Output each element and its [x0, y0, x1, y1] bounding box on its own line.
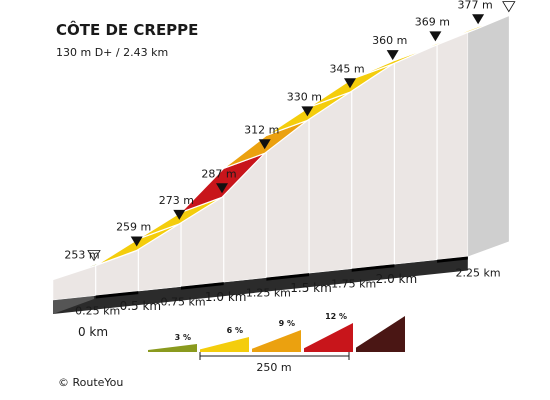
legend-swatch [252, 330, 301, 352]
distance-label: 0.75 km [160, 296, 205, 309]
elevation-marker [429, 31, 441, 41]
elevation-marker [503, 2, 515, 12]
elevation-label: 360 m [372, 34, 407, 47]
distance-label: 2.25 km [456, 267, 501, 280]
distance-label: 0.5 km [120, 299, 162, 313]
copyright-credit: © RouteYou [58, 376, 123, 389]
elevation-label: 312 m [244, 123, 279, 136]
distance-label: 1.5 km [290, 281, 332, 295]
elevation-label: 287 m [201, 167, 236, 180]
legend-label: 12 % [325, 312, 347, 321]
profile-end-wall [468, 16, 509, 257]
legend-swatch [356, 316, 405, 352]
elevation-marker [387, 50, 399, 60]
distance-label: 1.0 km [205, 290, 247, 304]
chart-title: CÔTE DE CREPPE [56, 20, 198, 39]
legend-label: 3 % [175, 333, 191, 342]
elevation-marker [472, 14, 484, 24]
elevation-label: 330 m [287, 90, 322, 103]
distance-label: 1.25 km [246, 287, 291, 300]
legend-label: 9 % [279, 319, 295, 328]
elevation-label: 345 m [329, 62, 364, 75]
gradient-legend: 3 % 6 % 9 % 12 % 250 m [148, 312, 405, 374]
elevation-label: 369 m [415, 15, 450, 28]
legend-swatch [148, 344, 197, 352]
legend-scale-label: 250 m [256, 361, 291, 374]
elevation-label: 377 m [457, 0, 492, 11]
legend-swatch [200, 337, 249, 352]
chart-subtitle: 130 m D+ / 2.43 km [56, 46, 168, 59]
profile-layer [53, 16, 509, 314]
elevation-label: 259 m [116, 221, 151, 234]
distance-label: 0 km [78, 325, 108, 339]
legend-label: 6 % [227, 326, 243, 335]
distance-label: 2.0 km [376, 272, 418, 286]
profile-front-face [53, 31, 468, 300]
elevation-label: 273 m [159, 194, 194, 207]
elevation-label: 253 m [64, 248, 99, 261]
elevation-label: 383 m [511, 0, 546, 2]
distance-label: 1.75 km [331, 278, 376, 291]
legend-swatch [304, 323, 353, 352]
distance-label: 0.25 km [75, 305, 120, 318]
